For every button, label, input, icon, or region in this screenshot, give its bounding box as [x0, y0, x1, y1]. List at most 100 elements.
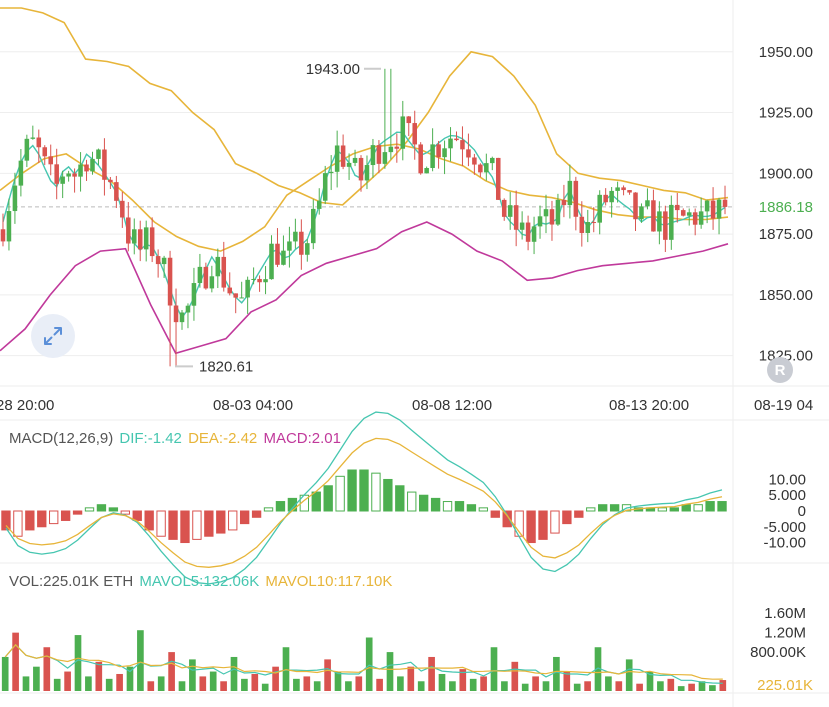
volume-bar-up	[126, 666, 134, 691]
macd-bar-positive	[598, 504, 608, 512]
candle-up	[543, 209, 549, 217]
macd-bar-negative	[180, 510, 190, 544]
macd-bar-negative	[538, 510, 548, 540]
candle-down	[525, 222, 531, 242]
candle-up	[669, 204, 674, 240]
volume-bar-up	[313, 681, 321, 691]
candle-down	[36, 137, 42, 148]
candle-up	[78, 164, 83, 177]
volume-bar-down	[511, 661, 519, 691]
candle-up	[96, 149, 101, 159]
candle-down	[84, 164, 89, 172]
candle-up	[281, 250, 286, 265]
candle-down	[108, 179, 113, 183]
candle-down	[692, 212, 698, 225]
macd-bar-negative	[526, 510, 536, 544]
reset-chart-button[interactable]: R	[767, 357, 793, 383]
volume-bar-up	[698, 681, 706, 691]
macd-bar-negative	[490, 510, 500, 518]
macd-bar-positive	[418, 494, 429, 512]
bollinger-bands	[0, 7, 729, 355]
macd-bar-positive	[383, 478, 393, 512]
candle-down	[42, 147, 48, 157]
candle-up	[60, 176, 65, 184]
candle-down	[513, 205, 519, 230]
candle-up	[334, 145, 340, 172]
volume-axis-label: 800.00K	[750, 644, 806, 661]
macd-bar-positive	[681, 504, 691, 512]
candle-up	[657, 211, 662, 232]
candle-up	[293, 231, 298, 242]
macd-bar-negative	[37, 510, 47, 528]
volume-bar-up	[209, 671, 217, 691]
candle-up	[382, 152, 388, 164]
candle-up	[215, 256, 221, 277]
macd-bar-negative	[13, 510, 23, 537]
volume-bar-down	[251, 673, 259, 691]
macd-bar-positive	[108, 507, 119, 512]
macd-bar-positive	[430, 497, 441, 512]
volume-bar-up	[605, 676, 612, 691]
macd-bar-positive	[371, 472, 381, 512]
candle-up	[239, 297, 244, 299]
candle-up	[507, 205, 513, 217]
candle-up	[442, 148, 447, 158]
volume-bar-up	[573, 683, 581, 691]
candle-down	[627, 190, 632, 193]
candle-up	[197, 266, 203, 284]
candle-up	[30, 137, 36, 139]
volume-panel	[1, 630, 727, 691]
candle-down	[621, 187, 626, 191]
mavol10-line	[4, 643, 723, 680]
candle-down	[680, 210, 686, 216]
candle-up	[131, 229, 137, 244]
time-axis-label: 08-08 12:00	[412, 397, 492, 414]
candle-down	[167, 257, 173, 306]
volume-bar-down	[64, 671, 71, 691]
expand-icon	[44, 327, 62, 345]
macd-bar-positive	[478, 507, 489, 512]
macd-bar-negative	[216, 510, 226, 534]
candle-down	[478, 164, 483, 173]
candle-up	[328, 171, 334, 174]
candle-down	[412, 123, 417, 145]
macd-bar-positive	[407, 491, 417, 512]
candle-up	[615, 187, 620, 191]
volume-label: VOL:225.01K ETH	[9, 573, 134, 590]
candle-up	[609, 190, 614, 203]
candle-up	[537, 216, 543, 227]
volume-bar-up	[542, 681, 550, 691]
volume-bar-up	[157, 676, 165, 691]
candle-up	[639, 206, 644, 220]
candle-down	[495, 157, 501, 200]
candle-down	[149, 227, 155, 257]
volume-bar-down	[428, 656, 435, 691]
candle-down	[233, 293, 238, 298]
axis-labels: 1950.001925.001900.001875.001850.001825.…	[0, 44, 813, 694]
candle-up	[531, 226, 537, 242]
candle-down	[591, 222, 597, 224]
volume-bar-up	[417, 681, 425, 691]
candle-down	[203, 266, 209, 289]
candle-up	[484, 163, 489, 173]
candle-down	[436, 144, 441, 158]
candle-up	[322, 173, 328, 201]
candle-down	[651, 200, 656, 232]
candle-up	[316, 200, 322, 209]
candle-down	[633, 192, 638, 220]
candle-up	[519, 222, 525, 230]
candle-up	[370, 145, 376, 166]
candle-up	[12, 185, 18, 212]
macd-bar-positive	[669, 507, 679, 512]
volume-bar-up	[261, 683, 269, 691]
volume-bar-down	[636, 683, 643, 691]
candle-up	[6, 211, 12, 242]
expand-chart-button[interactable]	[31, 314, 75, 358]
macd-bar-negative	[144, 510, 154, 531]
candle-down	[472, 157, 477, 165]
candle-down	[72, 173, 77, 177]
volume-bar-up	[553, 656, 560, 691]
macd-bar-negative	[25, 510, 35, 531]
macd-bar-positive	[96, 504, 107, 512]
